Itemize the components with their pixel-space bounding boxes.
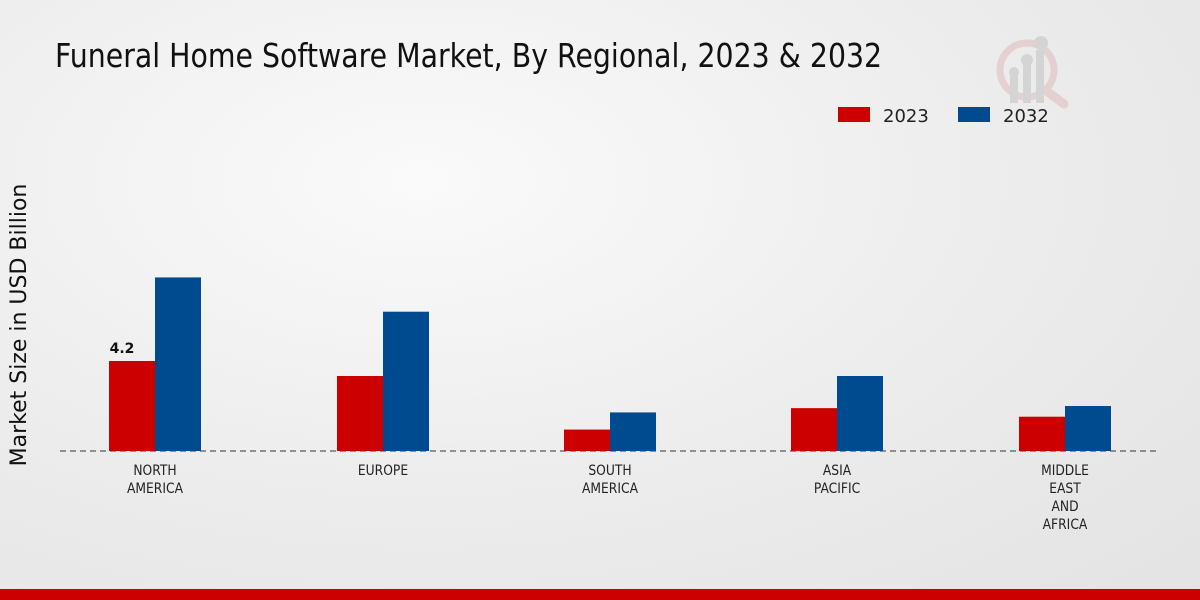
x-tick-label: NORTH (133, 463, 176, 479)
bar-2032-0 (155, 277, 201, 451)
bar-2032-2 (610, 412, 656, 451)
legend-label-2032: 2032 (1003, 106, 1049, 127)
x-tick-label: AMERICA (582, 481, 638, 497)
x-tick-label: ASIA (823, 463, 851, 479)
x-tick-label: SOUTH (588, 463, 631, 479)
watermark-logo-icon (996, 36, 1069, 109)
x-tick-label: AMERICA (127, 481, 183, 497)
y-axis-label: Market Size in USD Billion (7, 184, 32, 467)
bar-2032-4 (1065, 405, 1111, 451)
footer-bar (0, 589, 1200, 600)
bar-2023-4 (1019, 416, 1065, 451)
bar-2023-3 (791, 408, 837, 451)
x-tick-label: MIDDLE (1041, 463, 1089, 479)
bar-2023-2 (564, 429, 610, 451)
x-tick-label: EUROPE (358, 463, 408, 479)
bar-2023-1 (337, 375, 383, 451)
legend-swatch-2032 (958, 107, 990, 122)
x-tick-label: PACIFIC (814, 481, 860, 497)
bar-2032-1 (383, 311, 429, 451)
x-tick-label: EAST (1049, 481, 1081, 497)
bar-2032-3 (837, 375, 883, 451)
bar-2023-0 (109, 360, 155, 451)
chart-title: Funeral Home Software Market, By Regiona… (55, 36, 883, 75)
legend-swatch-2023 (838, 107, 870, 122)
legend-label-2023: 2023 (883, 106, 929, 127)
x-tick-label: AND (1051, 499, 1078, 515)
data-label: 4.2 (110, 341, 135, 357)
legend: 2023 2032 (838, 106, 1049, 127)
x-tick-label: AFRICA (1043, 517, 1088, 533)
